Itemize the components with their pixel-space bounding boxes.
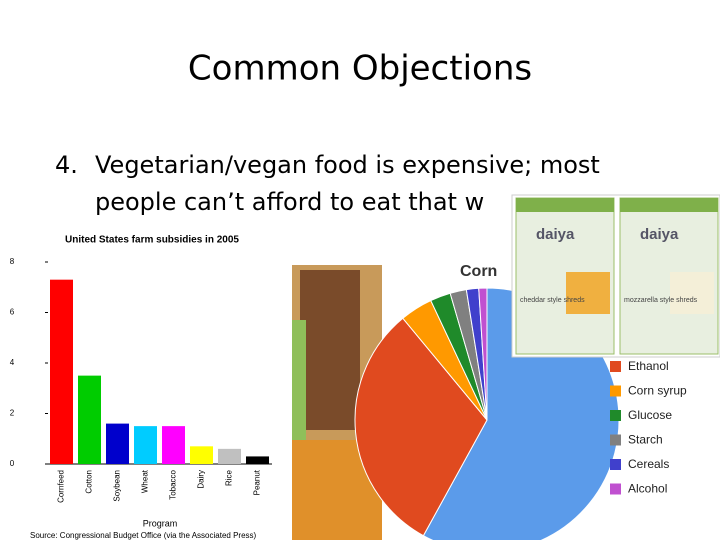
pie-title: Corn xyxy=(460,263,497,280)
product-name: mozzarella style shreds xyxy=(624,297,698,304)
pie-slice xyxy=(478,287,488,421)
package-top xyxy=(516,198,614,212)
bar xyxy=(190,446,213,464)
bar-chart: United States farm subsidies in 2005 0 2 4 6… xyxy=(0,228,290,540)
package-top xyxy=(620,198,718,212)
x-tick-label: Peanut xyxy=(253,469,262,495)
brand: daiya xyxy=(536,226,575,243)
legend-swatch xyxy=(610,361,621,372)
bar xyxy=(162,426,185,464)
bullet-line: Vegetarian/vegan food is expensive; most xyxy=(95,151,600,179)
legend-label: Alcohol xyxy=(628,482,667,496)
bar xyxy=(246,456,269,464)
legend-label: Glucose xyxy=(628,408,672,422)
slide-title: Common Objections xyxy=(188,49,532,89)
y-tick-label: 2 xyxy=(10,409,15,418)
x-axis-label: Program xyxy=(143,518,178,528)
y-tick-label: 6 xyxy=(10,308,15,317)
bar xyxy=(50,279,73,464)
product-photos: daiya cheddar style shreds daiya mozzarella… xyxy=(511,194,720,358)
x-tick-label: Dairy xyxy=(197,470,206,489)
bullet-number: 4. xyxy=(55,151,78,179)
shreds xyxy=(566,272,610,314)
legend-label: Starch xyxy=(628,433,663,447)
legend-swatch xyxy=(610,385,621,397)
source: Source: Congressional Budget Office (via… xyxy=(30,531,257,540)
bar xyxy=(78,375,101,464)
bar xyxy=(134,426,157,464)
x-tick-label: Tobacco xyxy=(169,469,178,499)
y-tick-label: 0 xyxy=(10,459,15,468)
chart-background xyxy=(0,228,290,540)
bullet-line: people can’t afford to eat that w xyxy=(95,188,484,216)
photo xyxy=(300,270,360,430)
bar xyxy=(218,448,241,464)
legend-label: Corn syrup xyxy=(628,384,687,398)
x-tick-label: Cotton xyxy=(85,470,94,494)
bar xyxy=(106,423,129,464)
x-tick-label: Soybean xyxy=(113,470,122,502)
x-tick-label: Wheat xyxy=(141,469,150,493)
photo xyxy=(292,320,306,440)
legend-swatch xyxy=(610,483,621,495)
x-tick-label: Cornfeed xyxy=(57,470,66,503)
y-tick-label: 4 xyxy=(10,358,15,367)
product-name: cheddar style shreds xyxy=(520,297,585,304)
legend-swatch xyxy=(610,459,621,470)
legend-swatch xyxy=(610,434,621,446)
legend-swatch xyxy=(610,410,621,421)
legend-label: Ethanol xyxy=(628,359,669,373)
pie-slice xyxy=(354,317,488,537)
shreds xyxy=(670,272,714,314)
y-tick-label: 8 xyxy=(10,257,15,266)
chart-title: United States farm subsidies in 2005 xyxy=(65,235,239,246)
legend-label: Cereals xyxy=(628,457,669,471)
x-tick-label: Rice xyxy=(225,469,234,486)
brand: daiya xyxy=(640,226,679,243)
food-photos xyxy=(292,265,382,540)
